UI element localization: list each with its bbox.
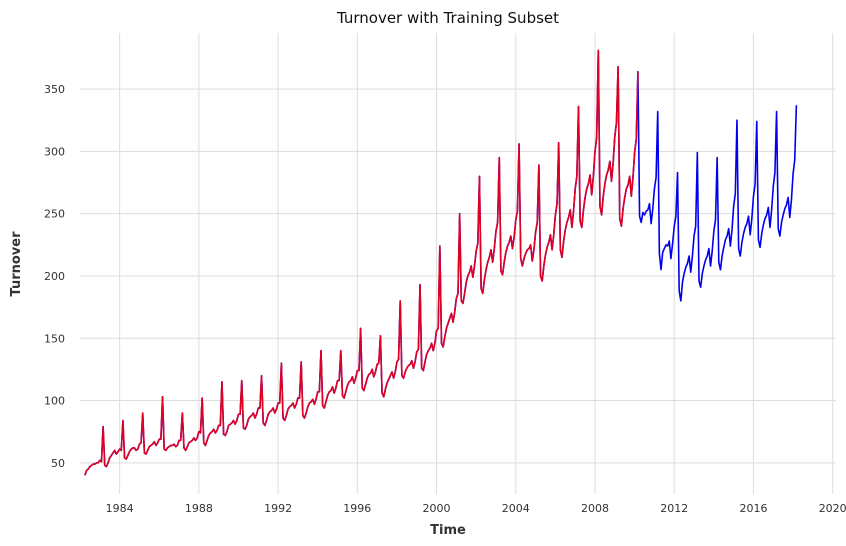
x-tick-label: 1992 <box>264 502 292 515</box>
x-tick-label: 1988 <box>185 502 213 515</box>
y-axis-tick-labels: 50 100 150 200 250 300 350 <box>44 83 65 470</box>
y-tick-label: 350 <box>44 83 65 96</box>
y-tick-label: 250 <box>44 208 65 221</box>
y-tick-label: 50 <box>51 457 65 470</box>
y-tick-label: 150 <box>44 332 65 345</box>
x-tick-label: 2020 <box>819 502 846 515</box>
y-tick-label: 300 <box>44 145 65 158</box>
x-tick-label: 2000 <box>423 502 451 515</box>
y-axis-title: Turnover <box>9 231 24 297</box>
training-subset-line <box>84 49 639 476</box>
y-tick-label: 100 <box>44 395 65 408</box>
x-tick-label: 2008 <box>581 502 609 515</box>
x-tick-label: 1996 <box>343 502 371 515</box>
y-tick-label: 200 <box>44 270 65 283</box>
x-axis-tick-labels: 1984 1988 1992 1996 2000 2004 2008 2012 2016 2020 <box>106 502 846 515</box>
series-lines <box>84 49 798 476</box>
x-tick-label: 2016 <box>739 502 767 515</box>
x-tick-label: 2012 <box>660 502 688 515</box>
x-tick-label: 2004 <box>502 502 530 515</box>
x-axis-title: Time <box>430 523 466 538</box>
x-tick-label: 1984 <box>106 502 134 515</box>
chart-title: Turnover with Training Subset <box>336 9 559 27</box>
